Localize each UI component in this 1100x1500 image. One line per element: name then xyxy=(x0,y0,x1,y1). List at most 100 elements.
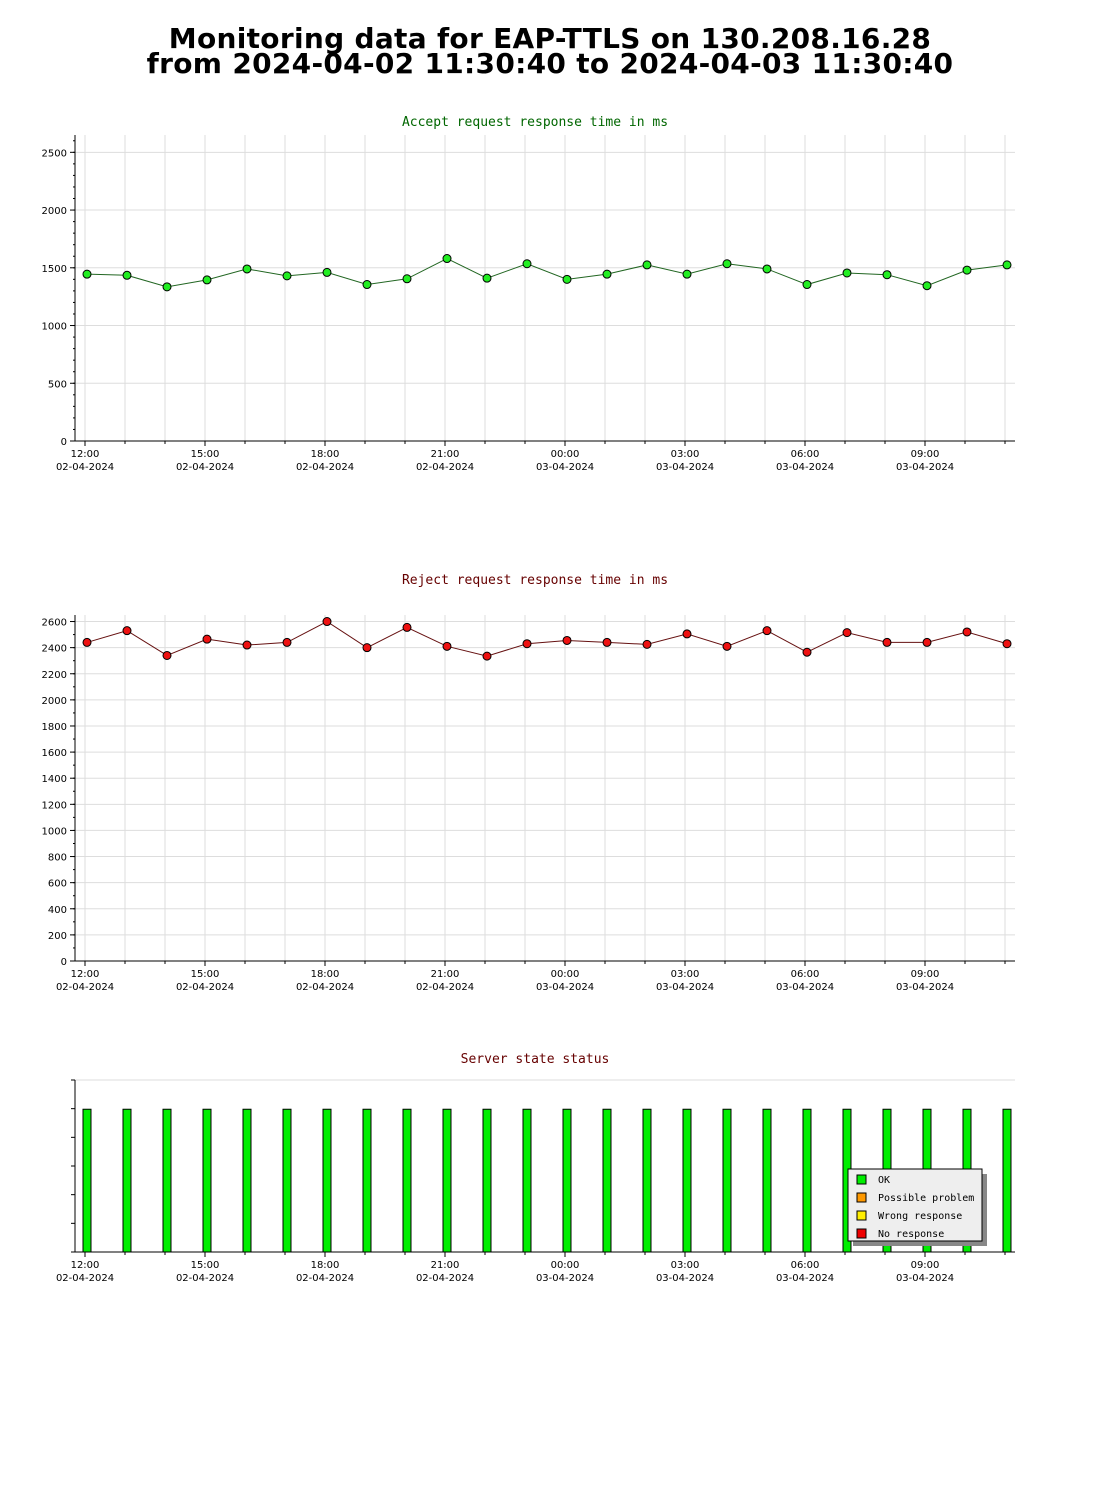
data-point xyxy=(762,264,772,274)
x-tick-label-date: 02-04-2024 xyxy=(176,462,234,473)
x-tick-label-date: 02-04-2024 xyxy=(416,462,474,473)
x-tick-label-time: 12:00 xyxy=(71,1260,100,1271)
legend-swatch xyxy=(856,1210,867,1221)
x-tick-label-date: 02-04-2024 xyxy=(176,982,234,993)
x-tick-label-date: 03-04-2024 xyxy=(896,1273,954,1284)
status-bar xyxy=(202,1108,212,1253)
data-point xyxy=(482,651,492,661)
x-tick-label-time: 21:00 xyxy=(431,449,460,460)
y-tick-label: 2200 xyxy=(42,670,67,681)
data-point xyxy=(282,637,292,647)
data-point xyxy=(442,254,452,264)
x-tick-label-date: 02-04-2024 xyxy=(296,1273,354,1284)
x-tick-label-time: 15:00 xyxy=(191,449,220,460)
legend-box xyxy=(847,1168,983,1242)
data-point xyxy=(242,264,252,274)
x-tick-label-date: 02-04-2024 xyxy=(416,982,474,993)
status-bar xyxy=(602,1108,612,1253)
x-tick-label-date: 03-04-2024 xyxy=(656,1273,714,1284)
data-point xyxy=(522,639,532,649)
status-bar xyxy=(642,1108,652,1253)
y-tick-label: 200 xyxy=(48,931,67,942)
x-tick-label-time: 18:00 xyxy=(311,1260,340,1271)
status-bar xyxy=(522,1108,532,1253)
legend-swatch xyxy=(856,1174,867,1185)
data-point xyxy=(722,259,732,269)
data-point xyxy=(922,637,932,647)
data-point xyxy=(602,637,612,647)
x-tick-label-time: 21:00 xyxy=(431,1260,460,1271)
y-tick-label: 1500 xyxy=(42,264,67,275)
x-tick-label-time: 09:00 xyxy=(911,1260,940,1271)
data-point xyxy=(842,268,852,278)
x-tick-label-date: 02-04-2024 xyxy=(176,1273,234,1284)
y-tick-label: 1000 xyxy=(42,322,67,333)
data-point xyxy=(522,259,532,269)
x-tick-label-time: 03:00 xyxy=(671,1260,700,1271)
x-tick-label-date: 03-04-2024 xyxy=(656,982,714,993)
x-tick-label-date: 03-04-2024 xyxy=(776,462,834,473)
data-point xyxy=(82,637,92,647)
x-tick-label-time: 03:00 xyxy=(671,969,700,980)
reject-chart: Reject request response time in ms 0 200 40… xyxy=(42,573,1015,993)
x-tick-label-time: 09:00 xyxy=(911,449,940,460)
data-point xyxy=(362,280,372,290)
data-point xyxy=(562,274,572,284)
legend-label: Possible problem xyxy=(878,1193,974,1204)
data-point xyxy=(282,271,292,281)
x-tick-label-time: 12:00 xyxy=(71,969,100,980)
status-bar xyxy=(362,1108,372,1253)
status-bar xyxy=(482,1108,492,1253)
status-chart: Server state status 12:00 02-04-2024 15:00 0… xyxy=(56,1052,1015,1284)
data-point xyxy=(442,641,452,651)
status-bar xyxy=(682,1108,692,1253)
page-title-line-1: Monitoring data for EAP-TTLS on 130.208.… xyxy=(168,22,932,55)
data-point xyxy=(1002,260,1012,270)
data-point xyxy=(842,628,852,638)
x-tick-label-date: 02-04-2024 xyxy=(56,982,114,993)
x-tick-label-date: 03-04-2024 xyxy=(656,462,714,473)
y-tick-label: 2000 xyxy=(42,206,67,217)
legend-swatch xyxy=(856,1228,867,1239)
y-tick-label: 1200 xyxy=(42,800,67,811)
data-point xyxy=(962,265,972,275)
status-bar xyxy=(762,1108,772,1253)
x-tick-label-time: 21:00 xyxy=(431,969,460,980)
y-tick-label: 0 xyxy=(61,957,67,968)
data-point xyxy=(722,641,732,651)
data-point xyxy=(482,273,492,283)
y-tick-label: 400 xyxy=(48,905,67,916)
y-tick-label: 2400 xyxy=(42,644,67,655)
x-tick-label-time: 15:00 xyxy=(191,1260,220,1271)
data-point xyxy=(882,270,892,280)
chart-title: Reject request response time in ms xyxy=(402,573,668,588)
data-point xyxy=(602,269,612,279)
x-tick-label-date: 03-04-2024 xyxy=(536,982,594,993)
y-tick-label: 2600 xyxy=(42,618,67,629)
page-title-line-2: from 2024-04-02 11:30:40 to 2024-04-03 1… xyxy=(146,47,954,80)
x-tick-label-date: 03-04-2024 xyxy=(536,462,594,473)
status-bar xyxy=(722,1108,732,1253)
data-point xyxy=(762,626,772,636)
data-point xyxy=(202,634,212,644)
x-tick-label-time: 18:00 xyxy=(311,449,340,460)
x-tick-label-time: 06:00 xyxy=(791,969,820,980)
status-bar xyxy=(82,1108,92,1253)
x-tick-label-time: 00:00 xyxy=(551,1260,580,1271)
y-tick-label: 2000 xyxy=(42,696,67,707)
data-point xyxy=(402,274,412,284)
status-bar xyxy=(122,1108,132,1253)
x-tick-label-time: 15:00 xyxy=(191,969,220,980)
x-tick-label-date: 02-04-2024 xyxy=(56,1273,114,1284)
y-tick-label: 600 xyxy=(48,879,67,890)
data-point xyxy=(642,639,652,649)
data-point xyxy=(202,275,212,285)
data-point xyxy=(162,650,172,660)
y-tick-label: 500 xyxy=(48,379,67,390)
data-point xyxy=(682,629,692,639)
data-point xyxy=(122,626,132,636)
x-tick-label-date: 02-04-2024 xyxy=(416,1273,474,1284)
legend-label: OK xyxy=(878,1175,890,1186)
data-point xyxy=(82,269,92,279)
